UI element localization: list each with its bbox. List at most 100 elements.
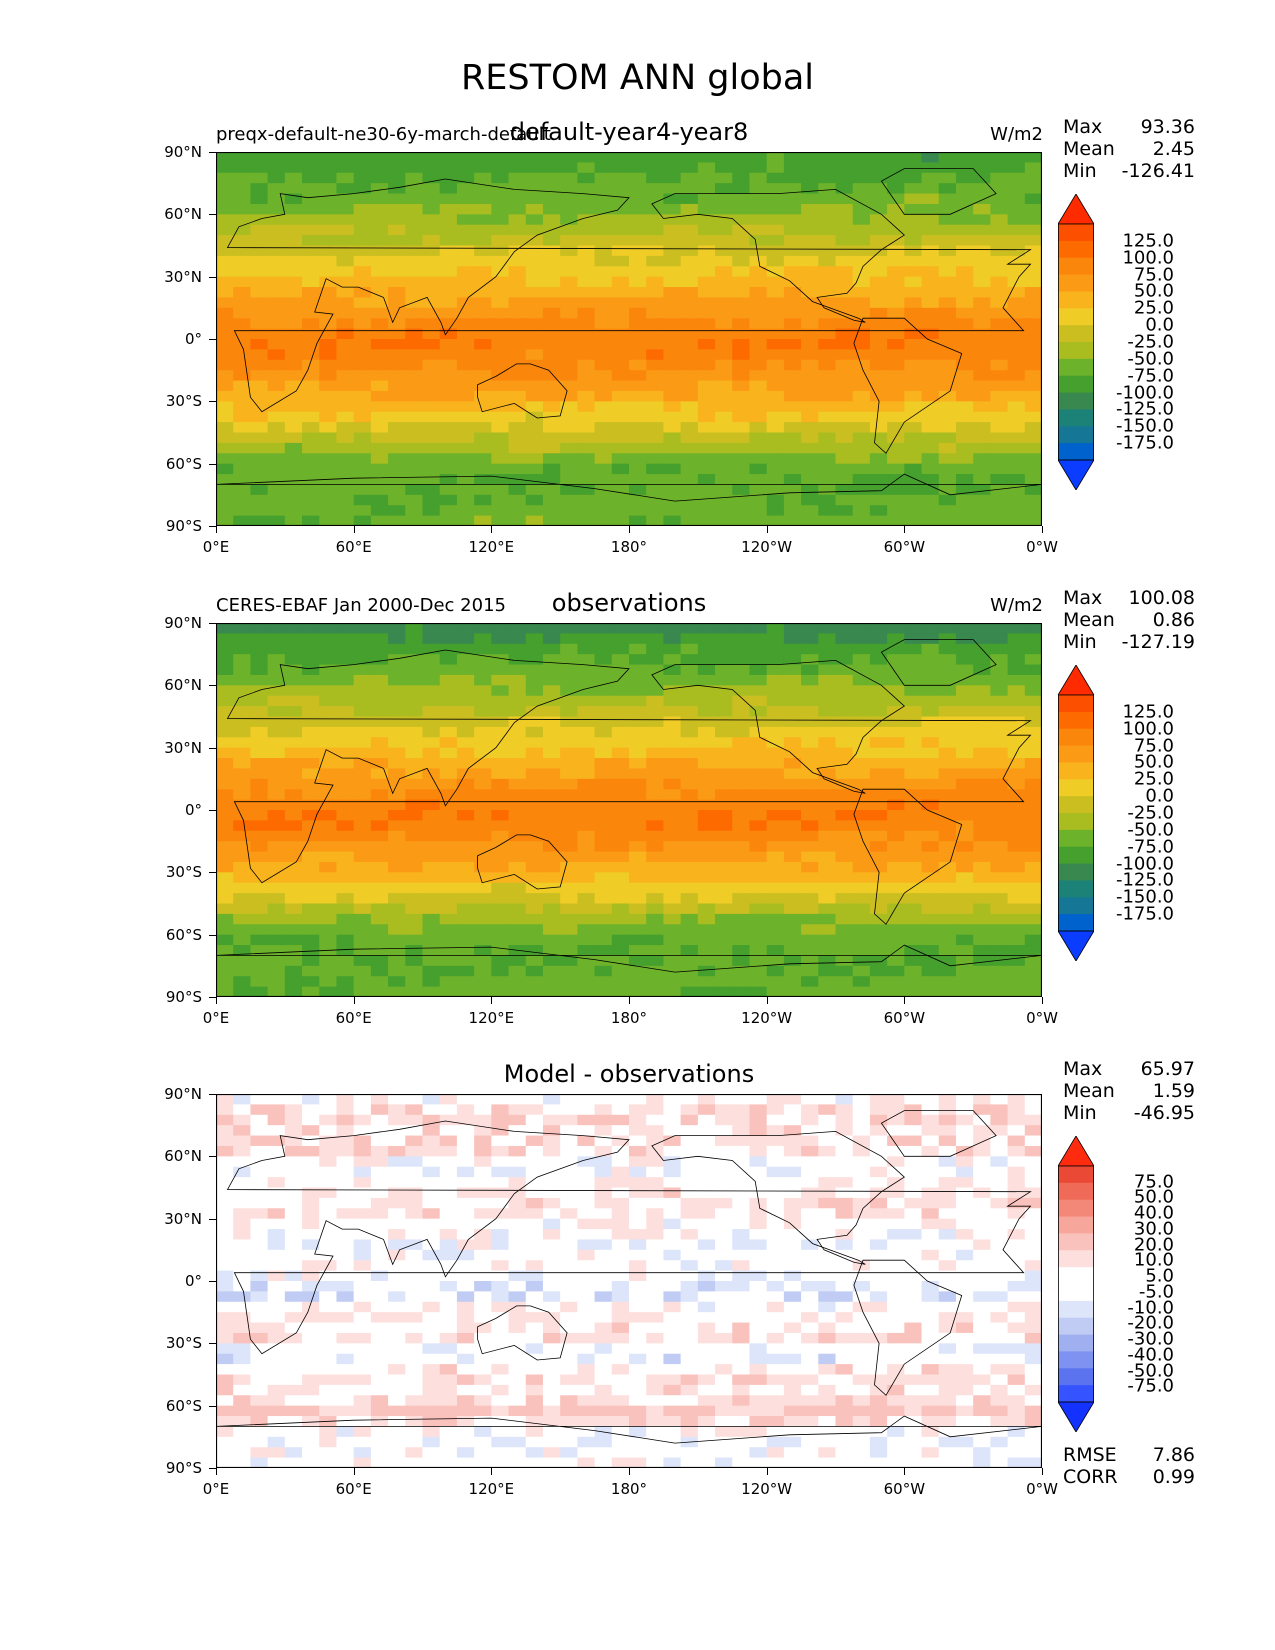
field-cell bbox=[783, 716, 802, 728]
field-cell bbox=[629, 685, 647, 697]
field-cell bbox=[663, 1291, 682, 1303]
field-cell bbox=[766, 255, 785, 267]
field-cell bbox=[491, 162, 510, 174]
field-cell bbox=[542, 726, 561, 738]
field-cell bbox=[250, 851, 269, 863]
field-cell bbox=[646, 297, 665, 309]
field-cell bbox=[594, 1281, 613, 1292]
field-cell bbox=[302, 893, 320, 905]
field-cell bbox=[869, 1125, 888, 1137]
field-cell bbox=[594, 1332, 613, 1344]
stat-value: 65.97 bbox=[1140, 1058, 1195, 1080]
field-cell bbox=[353, 882, 372, 894]
field-cell bbox=[474, 1322, 492, 1334]
colorbar-segment bbox=[1058, 796, 1094, 814]
field-cell bbox=[938, 768, 957, 780]
field-cell bbox=[474, 432, 492, 444]
field-cell bbox=[1024, 1312, 1042, 1324]
field-cell bbox=[422, 318, 441, 330]
field-cell bbox=[973, 695, 991, 707]
field-cell bbox=[697, 913, 716, 925]
field-cell bbox=[818, 643, 837, 655]
field-cell bbox=[353, 851, 372, 863]
field-cell bbox=[439, 515, 458, 526]
field-cell bbox=[594, 1384, 613, 1396]
field-cell bbox=[697, 851, 716, 863]
field-cell bbox=[852, 976, 871, 988]
field-cell bbox=[474, 328, 492, 340]
field-cell bbox=[715, 1343, 733, 1355]
field-cell bbox=[319, 726, 338, 738]
field-cell bbox=[835, 716, 854, 728]
field-cell bbox=[921, 1364, 940, 1376]
field-cell bbox=[629, 245, 647, 257]
field-cell bbox=[336, 307, 355, 319]
field-cell bbox=[887, 453, 905, 465]
field-cell bbox=[749, 401, 768, 413]
field-cell bbox=[422, 851, 441, 863]
field-cell bbox=[284, 633, 303, 645]
field-cell bbox=[732, 214, 751, 226]
field-cell bbox=[938, 1291, 957, 1303]
field-cell bbox=[1024, 339, 1042, 350]
field-cell bbox=[284, 820, 303, 832]
field-cell bbox=[267, 1343, 286, 1355]
field-cell bbox=[474, 810, 492, 821]
field-cell bbox=[973, 903, 991, 915]
field-cell bbox=[990, 255, 1009, 267]
y-tick-label: 0° bbox=[184, 330, 202, 348]
field-cell bbox=[887, 1260, 905, 1272]
field-cell bbox=[250, 695, 269, 707]
field-cell bbox=[904, 1332, 923, 1344]
field-cell bbox=[422, 1249, 441, 1261]
field-cell bbox=[542, 152, 561, 163]
field-cell bbox=[869, 1281, 888, 1292]
field-cell bbox=[422, 955, 441, 967]
field-cell bbox=[577, 643, 596, 655]
field-cell bbox=[577, 484, 596, 496]
field-cell bbox=[680, 370, 699, 382]
field-cell bbox=[250, 1145, 269, 1157]
field-cell bbox=[732, 307, 751, 319]
field-cell bbox=[680, 474, 699, 486]
field-cell bbox=[921, 810, 940, 821]
field-cell bbox=[629, 390, 647, 402]
field-cell bbox=[577, 297, 596, 309]
y-tick-label: 30°N bbox=[164, 738, 202, 757]
field-cell bbox=[560, 463, 578, 475]
field-cell bbox=[491, 1125, 510, 1137]
field-cell bbox=[629, 633, 647, 645]
field-cell bbox=[1007, 851, 1026, 863]
field-cell bbox=[1007, 1125, 1026, 1137]
field-cell bbox=[732, 1353, 751, 1365]
field-cell bbox=[955, 1145, 974, 1157]
field-cell bbox=[267, 924, 286, 936]
field-cell bbox=[405, 737, 424, 749]
field-cell bbox=[370, 1125, 389, 1137]
field-cell bbox=[715, 1260, 733, 1272]
field-cell bbox=[388, 162, 406, 174]
field-cell bbox=[353, 830, 372, 842]
field-cell bbox=[560, 1197, 578, 1209]
field-cell bbox=[594, 245, 613, 257]
field-cell bbox=[869, 976, 888, 988]
field-cell bbox=[491, 442, 510, 454]
field-cell bbox=[646, 1364, 665, 1376]
field-cell bbox=[887, 861, 905, 873]
field-cell bbox=[319, 1364, 338, 1376]
field-cell bbox=[525, 1208, 544, 1220]
field-cell bbox=[611, 674, 630, 686]
field-cell bbox=[1007, 1197, 1026, 1209]
field-cell bbox=[370, 747, 389, 759]
field-cell bbox=[560, 224, 578, 236]
field-cell bbox=[388, 1197, 406, 1209]
field-cell bbox=[955, 674, 974, 686]
field-cell bbox=[456, 1249, 475, 1261]
field-cell bbox=[491, 1249, 510, 1261]
field-cell bbox=[818, 861, 837, 873]
field-cell bbox=[887, 411, 905, 423]
field-cell bbox=[267, 664, 286, 676]
field-cell bbox=[284, 318, 303, 330]
field-cell bbox=[456, 1374, 475, 1386]
field-cell bbox=[852, 799, 871, 811]
